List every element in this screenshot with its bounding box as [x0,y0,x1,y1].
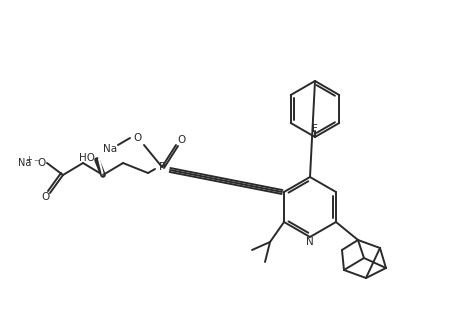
Text: ⁻: ⁻ [33,158,39,168]
Text: F: F [312,124,318,134]
Text: N: N [306,237,314,247]
Text: O: O [42,192,50,202]
Text: P: P [159,162,165,172]
Text: Na: Na [103,144,117,154]
Text: O: O [177,135,185,145]
Text: HO: HO [79,153,95,163]
Text: +: + [26,155,32,164]
Text: Na: Na [18,158,31,168]
Text: O: O [133,133,141,143]
Text: O: O [37,158,45,168]
